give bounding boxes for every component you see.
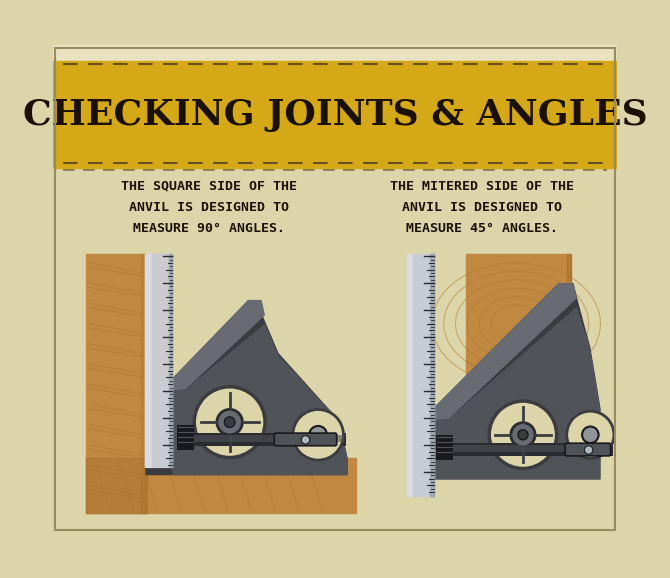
Bar [178, 425, 194, 450]
Circle shape [194, 387, 265, 458]
Circle shape [584, 446, 593, 454]
Bar [436, 435, 453, 460]
Text: CHECKING JOINTS & ANGLES: CHECKING JOINTS & ANGLES [23, 98, 647, 132]
Bar [169, 254, 172, 467]
Polygon shape [407, 408, 433, 480]
Bar [53, 46, 617, 61]
Circle shape [511, 423, 535, 447]
Bar [141, 254, 145, 513]
Bar [438, 445, 612, 451]
Bar [86, 254, 147, 513]
Bar [152, 254, 172, 467]
Bar [86, 458, 147, 513]
Bar [145, 254, 152, 467]
Bar [145, 254, 172, 467]
Text: THE SQUARE SIDE OF THE
ANVIL IS DESIGNED TO
MEASURE 90° ANGLES.: THE SQUARE SIDE OF THE ANVIL IS DESIGNED… [121, 180, 297, 235]
Bar [413, 254, 433, 497]
Polygon shape [433, 307, 600, 480]
Bar [86, 458, 356, 513]
Circle shape [567, 411, 614, 458]
Polygon shape [433, 283, 577, 420]
Circle shape [582, 427, 598, 443]
Circle shape [489, 401, 557, 469]
Bar [53, 61, 617, 168]
Bar [145, 254, 152, 467]
Circle shape [310, 426, 327, 444]
Bar [407, 254, 413, 497]
Bar [178, 433, 346, 446]
Polygon shape [172, 324, 348, 475]
Bar [567, 254, 571, 398]
Bar [436, 443, 613, 456]
Bar [152, 254, 172, 467]
Circle shape [518, 429, 528, 440]
Bar [430, 254, 433, 497]
Circle shape [293, 409, 344, 460]
Bar [169, 254, 172, 467]
Polygon shape [145, 458, 172, 469]
Circle shape [224, 417, 235, 428]
Polygon shape [172, 300, 265, 391]
Bar [407, 254, 413, 497]
Bar [430, 254, 433, 497]
Bar [413, 254, 433, 497]
FancyBboxPatch shape [565, 443, 610, 456]
Bar [466, 254, 571, 398]
Polygon shape [407, 283, 600, 480]
Bar [179, 435, 344, 442]
FancyBboxPatch shape [274, 433, 337, 446]
Circle shape [217, 409, 243, 435]
Text: THE MITERED SIDE OF THE
ANVIL IS DESIGNED TO
MEASURE 45° ANGLES.: THE MITERED SIDE OF THE ANVIL IS DESIGNE… [391, 180, 574, 235]
Circle shape [302, 436, 310, 444]
Polygon shape [145, 300, 348, 475]
